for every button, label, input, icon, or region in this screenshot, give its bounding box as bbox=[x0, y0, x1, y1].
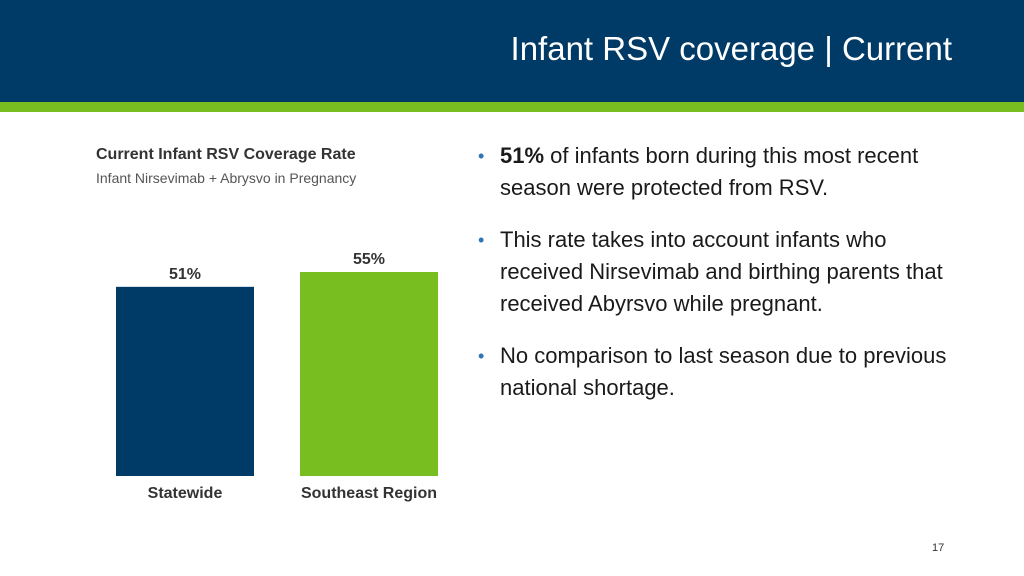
bullet-marker: • bbox=[478, 230, 485, 250]
header-bar bbox=[0, 0, 1024, 102]
bullet-emphasis: 51% bbox=[500, 143, 545, 168]
bullet-item: • No comparison to last season due to pre… bbox=[478, 340, 948, 404]
header-accent-stripe bbox=[0, 102, 1024, 112]
slide-title: Infant RSV coverage | Current bbox=[510, 30, 952, 67]
category-label: Statewide bbox=[148, 485, 223, 502]
bullet-item: • This rate takes into account infants wh… bbox=[478, 224, 948, 320]
page-number: 17 bbox=[932, 542, 945, 554]
bar-statewide bbox=[116, 286, 254, 476]
bullet-item: • 51% of infants born during this most re… bbox=[478, 140, 948, 204]
chart-subtitle: Infant Nirsevimab + Abrysvo in Pregnancy bbox=[96, 170, 357, 186]
bullet-text: of infants born during this most recent … bbox=[500, 143, 919, 200]
bullet-text: No comparison to last season due to prev… bbox=[500, 343, 947, 400]
bar-southeast-region bbox=[300, 272, 438, 476]
bar-value-label: 51% bbox=[169, 266, 201, 283]
bullet-marker: • bbox=[478, 346, 485, 366]
bullet-list: • 51% of infants born during this most re… bbox=[478, 140, 948, 424]
bar-value-label: 55% bbox=[353, 251, 385, 268]
category-label: Southeast Region bbox=[301, 485, 437, 502]
bullet-text: This rate takes into account infants who… bbox=[500, 227, 943, 316]
chart-title: Current Infant RSV Coverage Rate bbox=[96, 146, 356, 163]
bullet-marker: • bbox=[478, 146, 485, 166]
coverage-bar-chart: 51% Statewide 55% Southeast Region bbox=[116, 251, 438, 502]
